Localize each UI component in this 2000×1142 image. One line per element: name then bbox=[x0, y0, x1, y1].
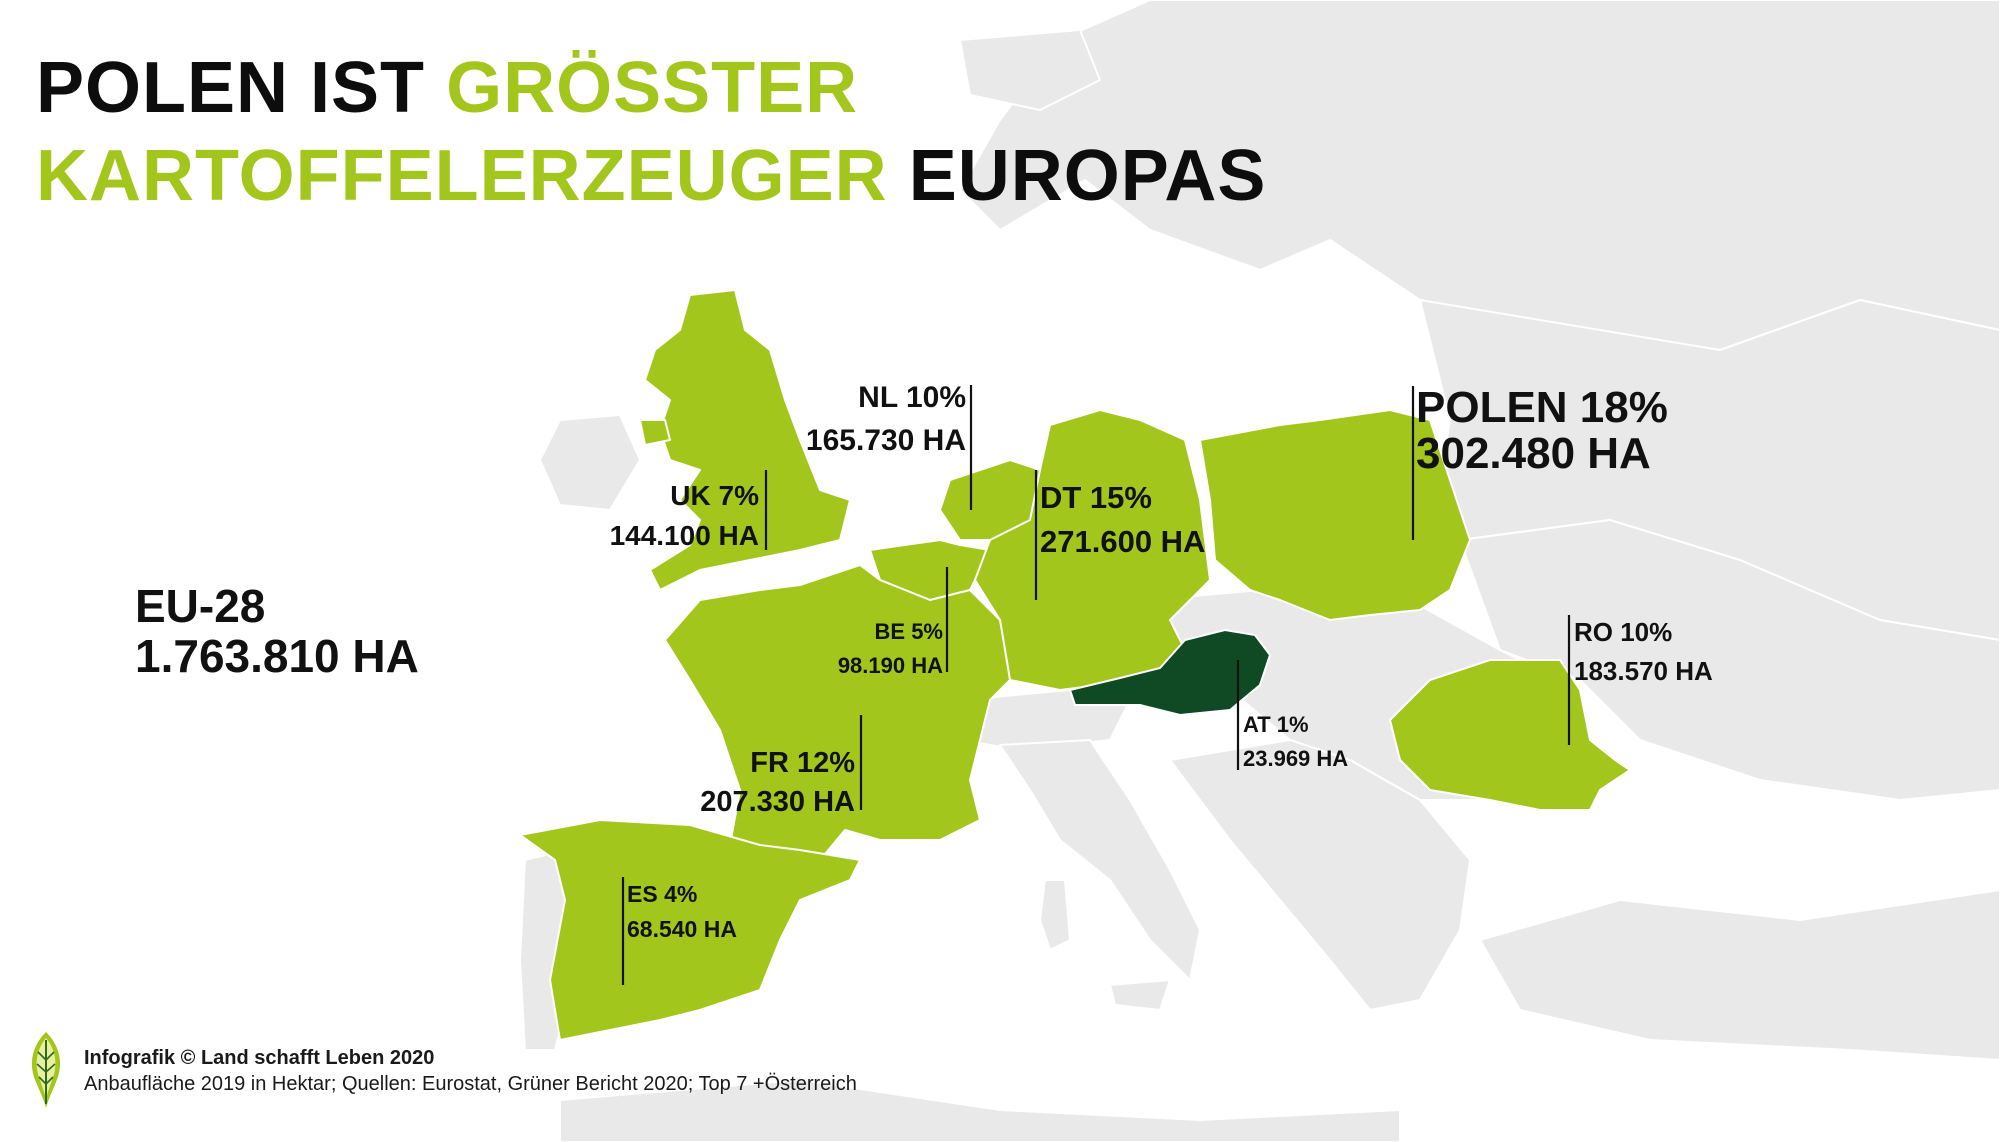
country-label-pl: POLEN 18% 302.480 HA bbox=[1416, 386, 1668, 476]
country-value: 183.570 HA bbox=[1574, 656, 1713, 686]
es-shape bbox=[519, 819, 861, 1041]
title-lime-part: KARTOFFELERZEUGER bbox=[36, 136, 888, 216]
ireland bbox=[539, 414, 641, 511]
country-label-nl: NL 10% 165.730 HA bbox=[806, 377, 966, 462]
country-label-es: ES 4% 68.540 HA bbox=[627, 877, 737, 946]
country-value: 68.540 HA bbox=[627, 915, 737, 942]
uk-northern-ireland-shape bbox=[639, 419, 671, 446]
sardinia bbox=[1039, 879, 1071, 951]
country-value: 302.480 HA bbox=[1416, 429, 1651, 478]
leader-lines bbox=[621, 385, 1571, 985]
north-africa bbox=[559, 1079, 1401, 1142]
balkans bbox=[1169, 739, 1471, 1011]
highlighted-countries bbox=[519, 289, 1631, 1041]
eu-total-value: 1.763.810 HA bbox=[135, 629, 419, 682]
sicily bbox=[1109, 979, 1171, 1011]
title-line-1: POLEN IST GRÖSSTER bbox=[36, 52, 858, 124]
country-label-dt: DT 15% 271.600 HA bbox=[1040, 476, 1205, 564]
eu-total-name: EU-28 bbox=[135, 580, 266, 632]
country-name: NL 10% bbox=[858, 381, 966, 414]
title-line-2: KARTOFFELERZEUGER EUROPAS bbox=[36, 140, 1266, 212]
country-label-uk: UK 7% 144.100 HA bbox=[610, 476, 759, 556]
country-name: FR 12% bbox=[750, 747, 855, 779]
title-dark-part: EUROPAS bbox=[908, 136, 1267, 216]
country-name: AT 1% bbox=[1243, 712, 1309, 737]
country-name: ES 4% bbox=[627, 881, 698, 907]
country-name: BE 5% bbox=[874, 619, 943, 644]
iceland bbox=[959, 29, 1101, 111]
country-name: RO 10% bbox=[1574, 617, 1673, 647]
footer-source: Anbaufläche 2019 in Hektar; Quellen: Eur… bbox=[84, 1073, 857, 1095]
country-label-fr: FR 12% 207.330 HA bbox=[700, 744, 855, 822]
uk-shape bbox=[644, 289, 851, 591]
at-shape bbox=[1069, 629, 1271, 716]
country-value: 271.600 HA bbox=[1040, 524, 1206, 560]
eu-total-label: EU-28 1.763.810 HA bbox=[135, 580, 419, 682]
country-name: POLEN 18% bbox=[1416, 383, 1668, 432]
country-value: 144.100 HA bbox=[609, 519, 759, 551]
italy bbox=[999, 739, 1201, 981]
turkey bbox=[1479, 889, 2000, 1061]
title-lime-part: GRÖSSTER bbox=[446, 48, 859, 128]
country-name: DT 15% bbox=[1040, 480, 1152, 515]
title-dark-part: POLEN IST bbox=[36, 48, 426, 128]
pl-shape bbox=[1199, 409, 1471, 621]
fr-shape bbox=[664, 564, 1011, 861]
country-value: 207.330 HA bbox=[700, 786, 855, 819]
footer-credit: Infografik © Land schafft Leben 2020 bbox=[84, 1047, 435, 1069]
country-value: 165.730 HA bbox=[805, 423, 966, 457]
country-value: 23.969 HA bbox=[1243, 746, 1349, 772]
country-label-ro: RO 10% 183.570 HA bbox=[1574, 613, 1713, 691]
country-label-at: AT 1% 23.969 HA bbox=[1243, 708, 1348, 776]
country-value: 98.190 HA bbox=[837, 653, 943, 679]
country-label-be: BE 5% 98.190 HA bbox=[838, 615, 943, 683]
country-name: UK 7% bbox=[670, 480, 759, 511]
leaf-logo-icon bbox=[31, 1032, 61, 1108]
